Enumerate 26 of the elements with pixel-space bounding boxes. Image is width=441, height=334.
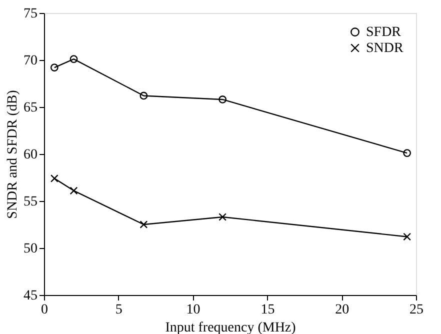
x-tick-label: 15: [260, 302, 275, 318]
point: [218, 96, 227, 104]
x-tick-label: 25: [410, 302, 424, 318]
x-tick-label: 5: [115, 302, 122, 318]
point: [218, 213, 227, 221]
legend-label: SFDR: [366, 25, 402, 40]
y-axis-title: SNDR and SFDR (dB): [6, 90, 20, 219]
point: [50, 174, 58, 182]
y-tick-label: 65: [24, 100, 38, 116]
point: [403, 149, 412, 158]
x-tick-label: 20: [335, 302, 350, 318]
point: [50, 64, 58, 72]
x-tick-label: 10: [186, 302, 200, 318]
y-tick-label: 50: [24, 242, 38, 256]
y-tick-label: 75: [24, 6, 38, 22]
legend-label: SNDR: [366, 41, 404, 56]
point: [403, 232, 412, 241]
y-tick-label: 45: [24, 288, 38, 304]
point: [70, 186, 78, 195]
x-tick-label: 0: [41, 302, 48, 318]
point: [140, 92, 148, 100]
point: [70, 55, 78, 64]
y-tick-label: 60: [24, 148, 38, 162]
point: [140, 220, 148, 228]
y-tick-label: 70: [24, 54, 38, 68]
y-tick-label: 55: [24, 194, 38, 210]
